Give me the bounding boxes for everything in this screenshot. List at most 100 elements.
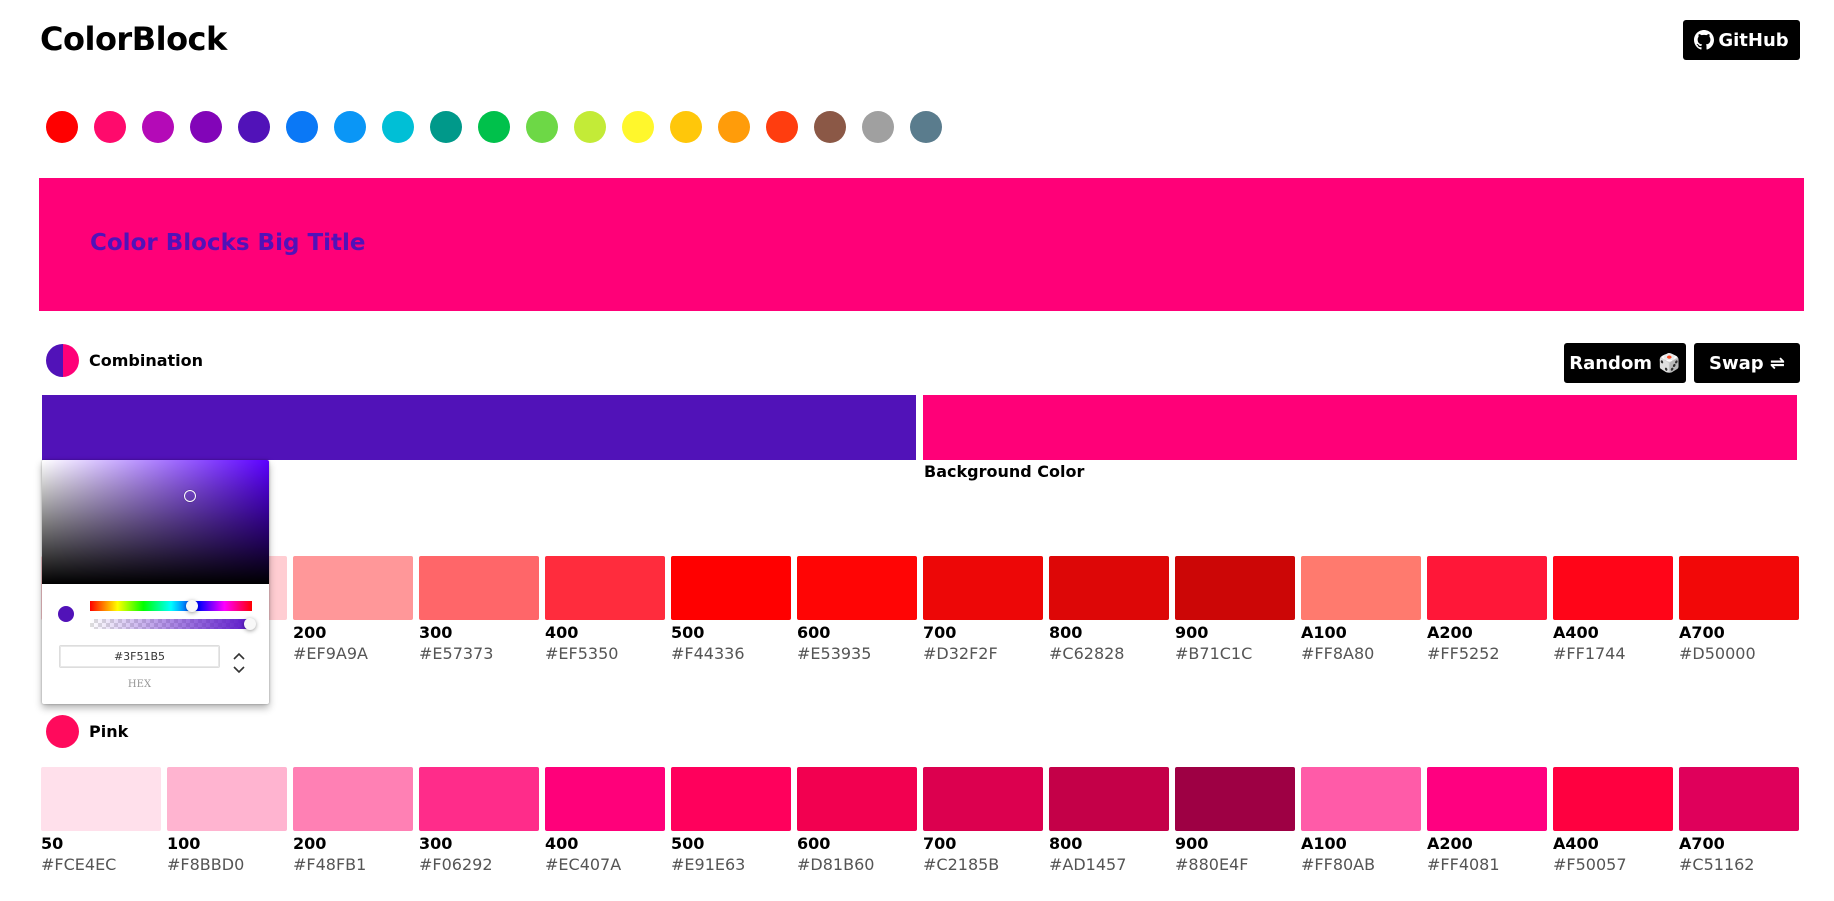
red-shade-hex: #B71C1C bbox=[1175, 644, 1253, 663]
github-button[interactable]: GitHub bbox=[1683, 20, 1800, 60]
pink-shade-cell[interactable]: A200 #FF4081 bbox=[1427, 767, 1547, 877]
swatch-deep-orange[interactable] bbox=[766, 111, 798, 143]
red-shade-cell[interactable]: 600 #E53935 bbox=[797, 556, 917, 666]
swatch-lime[interactable] bbox=[574, 111, 606, 143]
swatch-teal[interactable] bbox=[430, 111, 462, 143]
pink-shade-swatch[interactable] bbox=[1553, 767, 1673, 831]
pink-shade-swatch[interactable] bbox=[671, 767, 791, 831]
pink-shade-swatch[interactable] bbox=[167, 767, 287, 831]
saturation-area[interactable] bbox=[42, 460, 269, 584]
hue-slider[interactable] bbox=[90, 601, 252, 611]
saturation-handle[interactable] bbox=[184, 490, 196, 502]
pink-shade-cell[interactable]: 400 #EC407A bbox=[545, 767, 665, 877]
swatch-cyan[interactable] bbox=[382, 111, 414, 143]
swap-button[interactable]: Swap ⇌ bbox=[1694, 343, 1800, 383]
swatch-amber[interactable] bbox=[670, 111, 702, 143]
pink-shade-cell[interactable]: 900 #880E4F bbox=[1175, 767, 1295, 877]
pink-shade-cell[interactable]: 500 #E91E63 bbox=[671, 767, 791, 877]
pink-shade-swatch[interactable] bbox=[1301, 767, 1421, 831]
red-shade-name: 600 bbox=[797, 623, 831, 642]
pink-shade-swatch[interactable] bbox=[1049, 767, 1169, 831]
pink-shade-swatch[interactable] bbox=[797, 767, 917, 831]
pink-shade-cell[interactable]: A700 #C51162 bbox=[1679, 767, 1799, 877]
swatch-indigo[interactable] bbox=[238, 111, 270, 143]
pink-shade-swatch[interactable] bbox=[419, 767, 539, 831]
format-toggle[interactable] bbox=[232, 652, 246, 674]
hex-input[interactable] bbox=[59, 645, 220, 668]
text-color-block[interactable] bbox=[42, 395, 916, 460]
swatch-red[interactable] bbox=[46, 111, 78, 143]
chevron-up-icon bbox=[233, 652, 245, 660]
red-shade-cell[interactable]: 800 #C62828 bbox=[1049, 556, 1169, 666]
background-color-caption: Background Color bbox=[924, 462, 1085, 481]
swatch-brown[interactable] bbox=[814, 111, 846, 143]
red-shade-swatch[interactable] bbox=[1427, 556, 1547, 620]
pink-shade-hex: #D81B60 bbox=[797, 855, 875, 874]
red-shade-swatch[interactable] bbox=[1301, 556, 1421, 620]
red-shade-cell[interactable]: A100 #FF8A80 bbox=[1301, 556, 1421, 666]
red-shade-cell[interactable]: A200 #FF5252 bbox=[1427, 556, 1547, 666]
red-shade-swatch[interactable] bbox=[1049, 556, 1169, 620]
swatch-blue-grey[interactable] bbox=[910, 111, 942, 143]
pink-shade-cell[interactable]: 50 #FCE4EC bbox=[41, 767, 161, 877]
red-shade-swatch[interactable] bbox=[293, 556, 413, 620]
swatch-yellow[interactable] bbox=[622, 111, 654, 143]
pink-shade-name: 700 bbox=[923, 834, 957, 853]
pink-shade-cell[interactable]: 700 #C2185B bbox=[923, 767, 1043, 877]
pink-shade-hex: #C51162 bbox=[1679, 855, 1755, 874]
swatch-grey[interactable] bbox=[862, 111, 894, 143]
pink-shade-name: 500 bbox=[671, 834, 705, 853]
background-color-block[interactable] bbox=[923, 395, 1797, 460]
swatch-orange[interactable] bbox=[718, 111, 750, 143]
swatch-deep-purple[interactable] bbox=[190, 111, 222, 143]
red-shade-cell[interactable]: A400 #FF1744 bbox=[1553, 556, 1673, 666]
swatch-light-green[interactable] bbox=[526, 111, 558, 143]
pink-shade-cell[interactable]: 800 #AD1457 bbox=[1049, 767, 1169, 877]
red-shade-swatch[interactable] bbox=[923, 556, 1043, 620]
red-shade-swatch[interactable] bbox=[797, 556, 917, 620]
color-picker-popover: HEX bbox=[42, 460, 269, 704]
red-shade-cell[interactable]: A700 #D50000 bbox=[1679, 556, 1799, 666]
red-shade-cell[interactable]: 900 #B71C1C bbox=[1175, 556, 1295, 666]
red-shade-swatch[interactable] bbox=[671, 556, 791, 620]
pink-shade-swatch[interactable] bbox=[923, 767, 1043, 831]
pink-shade-swatch[interactable] bbox=[1679, 767, 1799, 831]
pink-shade-name: 50 bbox=[41, 834, 64, 853]
pink-shade-swatch[interactable] bbox=[1427, 767, 1547, 831]
alpha-slider-handle[interactable] bbox=[244, 618, 256, 630]
pink-shade-cell[interactable]: 600 #D81B60 bbox=[797, 767, 917, 877]
pink-shade-swatch[interactable] bbox=[545, 767, 665, 831]
red-shade-cell[interactable]: 300 #E57373 bbox=[419, 556, 539, 666]
red-shade-name: 900 bbox=[1175, 623, 1209, 642]
swatch-green[interactable] bbox=[478, 111, 510, 143]
red-shade-swatch[interactable] bbox=[545, 556, 665, 620]
red-shade-cell[interactable]: 500 #F44336 bbox=[671, 556, 791, 666]
pink-shade-cell[interactable]: 100 #F8BBD0 bbox=[167, 767, 287, 877]
pink-shade-swatch[interactable] bbox=[293, 767, 413, 831]
pink-shade-cell[interactable]: A100 #FF80AB bbox=[1301, 767, 1421, 877]
swatch-blue[interactable] bbox=[286, 111, 318, 143]
swatch-light-blue[interactable] bbox=[334, 111, 366, 143]
pink-shade-swatch[interactable] bbox=[1175, 767, 1295, 831]
red-shade-name: 800 bbox=[1049, 623, 1083, 642]
pink-shade-cell[interactable]: 200 #F48FB1 bbox=[293, 767, 413, 877]
red-shade-swatch[interactable] bbox=[1553, 556, 1673, 620]
pink-shade-hex: #880E4F bbox=[1175, 855, 1249, 874]
swatch-purple[interactable] bbox=[142, 111, 174, 143]
red-shade-swatch[interactable] bbox=[419, 556, 539, 620]
github-icon bbox=[1694, 30, 1715, 50]
red-shade-swatch[interactable] bbox=[1679, 556, 1799, 620]
swatch-pink[interactable] bbox=[94, 111, 126, 143]
red-shade-hex: #E57373 bbox=[419, 644, 494, 663]
random-button[interactable]: Random 🎲 bbox=[1564, 343, 1686, 383]
alpha-slider[interactable] bbox=[90, 619, 252, 629]
red-shade-cell[interactable]: 400 #EF5350 bbox=[545, 556, 665, 666]
pink-shade-swatch[interactable] bbox=[41, 767, 161, 831]
red-shade-swatch[interactable] bbox=[1175, 556, 1295, 620]
red-shade-cell[interactable]: 700 #D32F2F bbox=[923, 556, 1043, 666]
red-shade-cell[interactable]: 200 #EF9A9A bbox=[293, 556, 413, 666]
pink-shade-cell[interactable]: A400 #F50057 bbox=[1553, 767, 1673, 877]
pink-shade-cell[interactable]: 300 #F06292 bbox=[419, 767, 539, 877]
red-shade-name: A400 bbox=[1553, 623, 1599, 642]
hue-slider-handle[interactable] bbox=[186, 600, 198, 612]
